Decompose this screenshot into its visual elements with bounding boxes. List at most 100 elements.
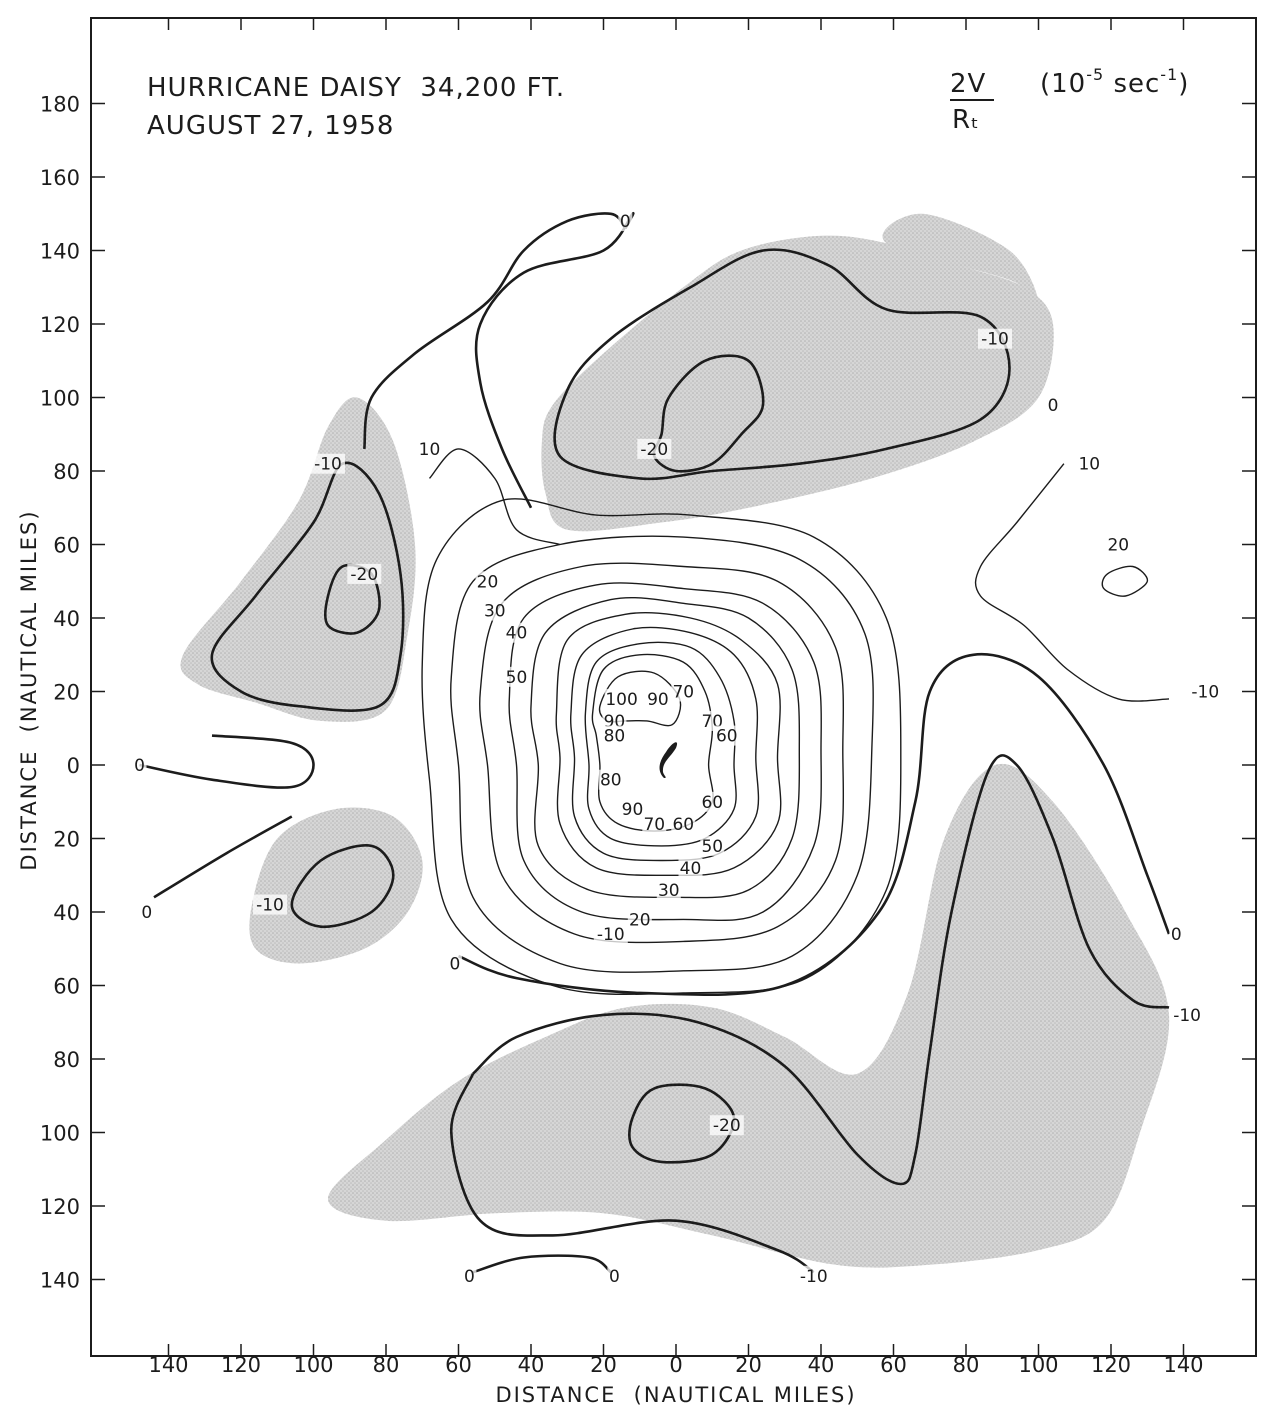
y-tick-label: 120: [40, 1195, 80, 1219]
contour-label: 0: [620, 212, 631, 232]
y-tick-label: 100: [40, 387, 80, 411]
contour-label: -10: [1173, 1006, 1201, 1026]
contour-label: 20: [1107, 536, 1129, 556]
y-tick-label: 140: [40, 240, 80, 264]
contour-label: 0: [464, 1267, 475, 1287]
quantity-units: (10-5 sec-1): [1040, 65, 1189, 99]
contour-label-bg: [620, 799, 645, 820]
contour-label: 40: [506, 624, 528, 644]
contour-label: 40: [680, 859, 702, 879]
contour-label-bg: [1188, 681, 1223, 702]
x-axis-title: DISTANCE (NAUTICAL MILES): [495, 1383, 856, 1407]
shaded-region-north-tip: [882, 213, 1039, 303]
y-tick-label: 60: [53, 975, 80, 999]
contour-label-bg: [1046, 394, 1060, 415]
y-tick-label: 60: [53, 534, 80, 558]
contour-label: 0: [1048, 396, 1059, 416]
contour-label-bg: [607, 1265, 622, 1286]
contour-label: 30: [658, 881, 680, 901]
contour-label-bg: [1169, 924, 1184, 944]
contour-line-neg20-22: [323, 563, 381, 635]
shaded-region-south-negative: [328, 763, 1170, 1268]
contour-label: 80: [604, 727, 626, 747]
contour-label-bg: [447, 953, 462, 974]
contour-label-bg: [618, 211, 633, 232]
contour-label: -20: [713, 1116, 741, 1136]
contour-label-bg: [1170, 1004, 1205, 1025]
contour-label: 50: [701, 837, 723, 857]
contour-label-bg: [709, 1115, 744, 1136]
x-tick-label: 60: [445, 1353, 472, 1377]
contour-label-bg: [671, 681, 696, 702]
contour-label-bg: [1106, 534, 1131, 555]
title-line-1: HURRICANE DAISY 34,200 FT.: [147, 73, 565, 103]
contour-label: 30: [484, 602, 506, 622]
contour-line-0-14: [153, 815, 293, 899]
contour-line-neg10-20: [449, 1073, 815, 1274]
x-tick-label: 20: [590, 1353, 617, 1377]
units-sec: sec: [1104, 69, 1160, 99]
contour-line-neg20-21: [652, 354, 765, 473]
contour-label: -20: [350, 565, 378, 585]
contour-label: -10: [1191, 683, 1219, 703]
contour-line-40-6: [508, 582, 822, 922]
contour-label: 10: [419, 440, 441, 460]
contour-label-bg: [1077, 453, 1102, 474]
y-tick-label: 0: [67, 754, 80, 778]
y-tick-label: 100: [40, 1122, 80, 1146]
x-tick-label: 140: [1163, 1353, 1203, 1377]
contour-label: 0: [1171, 925, 1182, 945]
y-tick-label: 140: [40, 1269, 80, 1293]
title-line-2: AUGUST 27, 1958: [147, 111, 394, 141]
contour-label-bg: [978, 328, 1012, 349]
contour-line-70-3: [569, 626, 760, 862]
contour-label: 10: [1078, 455, 1100, 475]
x-tick-label: 120: [221, 1353, 261, 1377]
contour-label: 90: [647, 690, 669, 710]
contour-line-10-24: [428, 448, 561, 546]
quantity-label: 2V Rₜ (10-5 sec-1): [950, 65, 1189, 135]
x-tick-label: 60: [880, 1353, 907, 1377]
contour-line-0-13: [139, 734, 315, 789]
shaded-region-southwest-negative: [249, 807, 423, 964]
contour-label-bg: [671, 813, 696, 834]
shaded-region-west-negative: [180, 397, 416, 722]
contour-line-neg10-19: [472, 754, 1170, 1186]
units-close: ): [1178, 69, 1189, 99]
y-tick-label: 180: [40, 93, 80, 117]
contour-label-bg: [482, 600, 507, 621]
contour-label-bg: [139, 902, 154, 922]
contour-line-30-7: [479, 562, 845, 944]
contour-line-0-15: [472, 1254, 612, 1274]
contour-label-bg: [678, 857, 703, 878]
x-tick-label: 80: [373, 1353, 400, 1377]
y-tick-label: 20: [53, 681, 80, 705]
contour-line-10-25: [974, 463, 1170, 702]
contour-label-bg: [462, 1265, 477, 1286]
plot-frame: [90, 17, 1257, 1357]
contour-line-0-11: [363, 212, 627, 450]
contour-label-bg: [714, 725, 739, 746]
contour-line-10-9: [421, 498, 902, 996]
contour-label: 100: [605, 690, 637, 710]
x-tick-label: 100: [293, 1353, 333, 1377]
contour-label: 60: [672, 815, 694, 835]
contour-label-bg: [645, 688, 670, 709]
contour-line-80-2: [584, 641, 737, 847]
contour-label: 50: [506, 668, 528, 688]
contour-label: 0: [449, 955, 460, 975]
contour-label: -10: [597, 925, 625, 945]
contour-label-bg: [253, 894, 287, 915]
contour-label: 90: [622, 800, 644, 820]
y-tick-label: 80: [53, 460, 80, 484]
quantity-denominator: Rₜ: [952, 105, 980, 135]
contour-label: -10: [314, 455, 342, 475]
contour-label-bg: [656, 880, 681, 900]
quantity-numerator: 2V: [950, 69, 986, 99]
axes: 140 120 100 80 60 40 20 0 20 40 60 80 100 120 14018016…: [40, 18, 1256, 1377]
contour-label: 70: [643, 815, 665, 835]
contour-line-neg20-23: [628, 1083, 736, 1164]
contour-label: 0: [134, 756, 145, 776]
